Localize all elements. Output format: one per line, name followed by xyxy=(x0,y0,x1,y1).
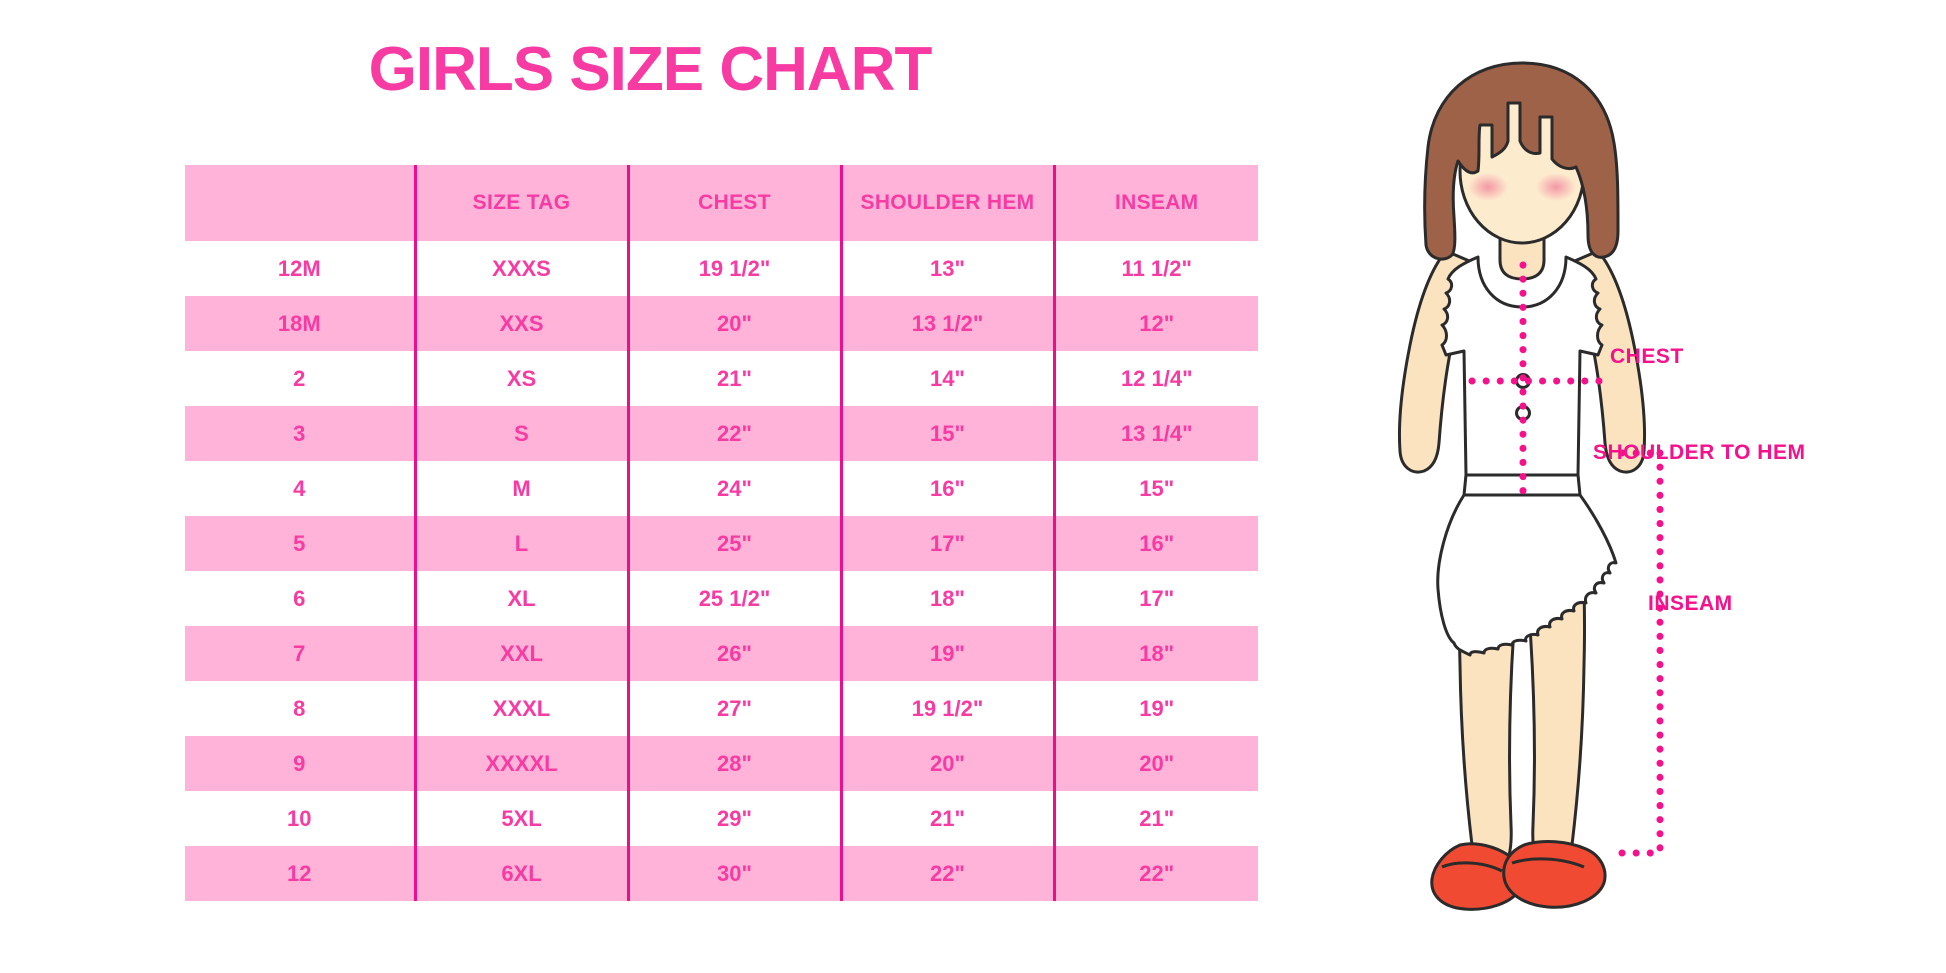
column-header-shoulder-hem: SHOULDER HEM xyxy=(839,165,1054,241)
cell-chest: 25" xyxy=(626,516,841,571)
cell-shoulder-hem: 13" xyxy=(839,241,1054,296)
cell-shoulder-hem: 19" xyxy=(839,626,1054,681)
cell-size: 6 xyxy=(185,571,415,626)
label-shoulder-to-hem: SHOULDER TO HEM xyxy=(1593,441,1806,464)
cell-size: 8 xyxy=(185,681,415,736)
table-body: 12M XXXS 19 1/2" 13" 11 1/2" 18M XXS 20" 13 1/2"… xyxy=(185,241,1258,901)
cell-inseam: 11 1/2" xyxy=(1052,241,1258,296)
cell-shoulder-hem: 13 1/2" xyxy=(839,296,1054,351)
column-header-size xyxy=(185,165,415,241)
cell-inseam: 13 1/4" xyxy=(1052,406,1258,461)
table-row: 12M XXXS 19 1/2" 13" 11 1/2" xyxy=(185,241,1258,296)
cell-chest: 25 1/2" xyxy=(626,571,841,626)
column-header-inseam: INSEAM xyxy=(1052,165,1258,241)
table-row: 4 M 24" 16" 15" xyxy=(185,461,1258,516)
cell-inseam: 17" xyxy=(1052,571,1258,626)
cell-size: 7 xyxy=(185,626,415,681)
table-row: 10 5XL 29" 21" 21" xyxy=(185,791,1258,846)
table-row: 2 XS 21" 14" 12 1/4" xyxy=(185,351,1258,406)
cell-shoulder-hem: 21" xyxy=(839,791,1054,846)
shoes-shape xyxy=(1430,840,1607,911)
cell-chest: 22" xyxy=(626,406,841,461)
cell-size: 4 xyxy=(185,461,415,516)
cell-size: 2 xyxy=(185,351,415,406)
cell-chest: 21" xyxy=(626,351,841,406)
cell-shoulder-hem: 17" xyxy=(839,516,1054,571)
cell-inseam: 19" xyxy=(1052,681,1258,736)
table-row: 5 L 25" 17" 16" xyxy=(185,516,1258,571)
cell-shoulder-hem: 14" xyxy=(839,351,1054,406)
table-header: SIZE TAG CHEST SHOULDER HEM INSEAM xyxy=(185,165,1258,241)
cell-size-tag: XL xyxy=(413,571,628,626)
cell-chest: 20" xyxy=(626,296,841,351)
column-header-chest: CHEST xyxy=(626,165,841,241)
cell-size: 9 xyxy=(185,736,415,791)
cell-inseam: 18" xyxy=(1052,626,1258,681)
cheek-left xyxy=(1468,173,1508,201)
cell-chest: 28" xyxy=(626,736,841,791)
cell-size-tag: 5XL xyxy=(413,791,628,846)
cell-inseam: 16" xyxy=(1052,516,1258,571)
cell-size-tag: M xyxy=(413,461,628,516)
cell-size-tag: XXL xyxy=(413,626,628,681)
cell-size-tag: S xyxy=(413,406,628,461)
cell-chest: 24" xyxy=(626,461,841,516)
cell-size-tag: XXXXL xyxy=(413,736,628,791)
table-header-row: SIZE TAG CHEST SHOULDER HEM INSEAM xyxy=(185,165,1258,241)
page-title: GIRLS SIZE CHART xyxy=(368,35,933,104)
label-chest: CHEST xyxy=(1610,345,1684,368)
cell-shoulder-hem: 15" xyxy=(839,406,1054,461)
cell-shoulder-hem: 20" xyxy=(839,736,1054,791)
cell-size: 18M xyxy=(185,296,415,351)
table-row: 7 XXL 26" 19" 18" xyxy=(185,626,1258,681)
cell-size: 12M xyxy=(185,241,415,296)
girl-illustration xyxy=(1360,55,1680,925)
cell-size-tag: XXXL xyxy=(413,681,628,736)
cell-shoulder-hem: 22" xyxy=(839,846,1054,901)
cell-chest: 30" xyxy=(626,846,841,901)
cell-inseam: 12" xyxy=(1052,296,1258,351)
skirt-shape xyxy=(1436,493,1618,657)
cell-inseam: 21" xyxy=(1052,791,1258,846)
cell-inseam: 15" xyxy=(1052,461,1258,516)
inseam-guide xyxy=(1618,449,1666,859)
label-inseam: INSEAM xyxy=(1648,592,1733,615)
cell-size: 5 xyxy=(185,516,415,571)
cell-inseam: 20" xyxy=(1052,736,1258,791)
size-chart-table-wrapper: SIZE TAG CHEST SHOULDER HEM INSEAM 12M XX… xyxy=(185,165,1258,901)
cell-size-tag: XS xyxy=(413,351,628,406)
cell-shoulder-hem: 19 1/2" xyxy=(839,681,1054,736)
table-row: 9 XXXXL 28" 20" 20" xyxy=(185,736,1258,791)
table-row: 6 XL 25 1/2" 18" 17" xyxy=(185,571,1258,626)
cell-size-tag: XXXS xyxy=(413,241,628,296)
cell-size: 12 xyxy=(185,846,415,901)
cell-size: 10 xyxy=(185,791,415,846)
cheek-right xyxy=(1536,173,1576,201)
cell-shoulder-hem: 18" xyxy=(839,571,1054,626)
cell-size-tag: L xyxy=(413,516,628,571)
table-row: 12 6XL 30" 22" 22" xyxy=(185,846,1258,901)
cell-inseam: 22" xyxy=(1052,846,1258,901)
column-header-size-tag: SIZE TAG xyxy=(413,165,628,241)
cell-shoulder-hem: 16" xyxy=(839,461,1054,516)
cell-chest: 27" xyxy=(626,681,841,736)
cell-chest: 19 1/2" xyxy=(626,241,841,296)
hair-shape xyxy=(1423,61,1620,261)
measurement-guides xyxy=(1468,261,1607,499)
cell-size-tag: XXS xyxy=(413,296,628,351)
table-row: 3 S 22" 15" 13 1/4" xyxy=(185,406,1258,461)
cell-size: 3 xyxy=(185,406,415,461)
cell-size-tag: 6XL xyxy=(413,846,628,901)
cell-chest: 29" xyxy=(626,791,841,846)
table-row: 8 XXXL 27" 19 1/2" 19" xyxy=(185,681,1258,736)
cell-inseam: 12 1/4" xyxy=(1052,351,1258,406)
table-row: 18M XXS 20" 13 1/2" 12" xyxy=(185,296,1258,351)
cell-chest: 26" xyxy=(626,626,841,681)
size-chart-table: SIZE TAG CHEST SHOULDER HEM INSEAM 12M XX… xyxy=(185,165,1258,901)
